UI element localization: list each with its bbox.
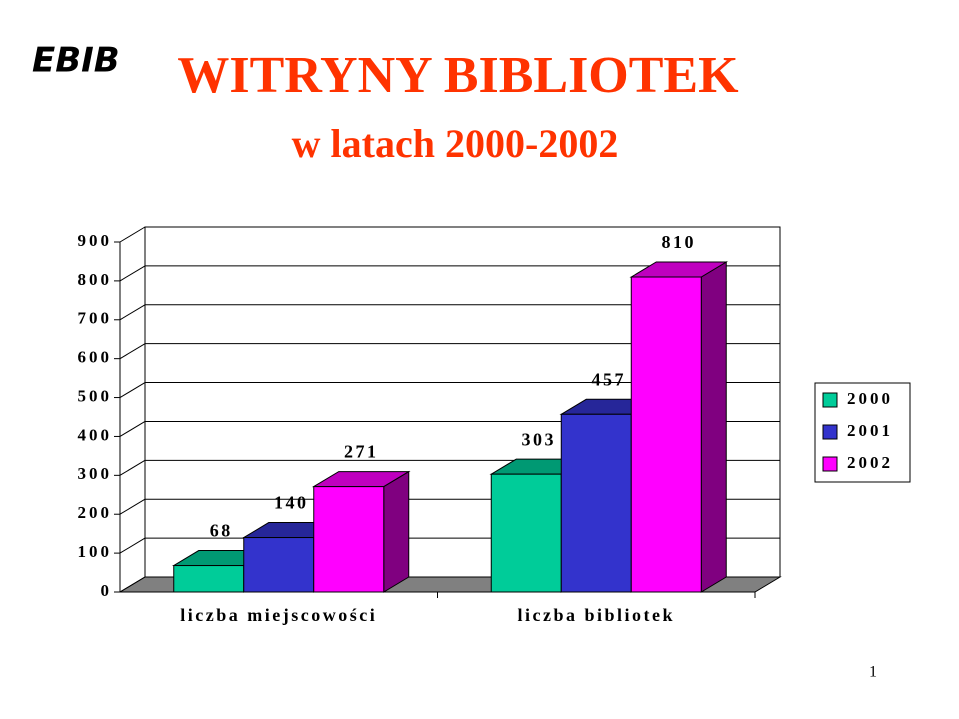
grid-line xyxy=(119,421,146,437)
y-tick-label: 500 xyxy=(78,386,113,405)
bar xyxy=(560,413,632,593)
x-tick-label: liczba miejscowości xyxy=(180,605,377,625)
y-tick-label: 800 xyxy=(78,270,113,289)
value-label: 68 xyxy=(210,521,233,541)
x-tick-label: liczba bibliotek xyxy=(517,605,675,625)
grid-line xyxy=(119,459,146,476)
value-label: 271 xyxy=(344,442,379,462)
bar xyxy=(630,276,702,593)
grid-line xyxy=(119,226,146,243)
y-tick-label: 100 xyxy=(78,542,113,561)
legend-label: 2000 xyxy=(847,389,893,408)
legend-swatch xyxy=(822,424,838,440)
y-tick-label: 300 xyxy=(78,464,113,483)
value-label: 457 xyxy=(592,369,627,389)
value-label: 140 xyxy=(274,493,309,513)
value-label: 303 xyxy=(522,429,557,449)
chart-title: WITRYNY BIBLIOTEK xyxy=(177,47,739,104)
bar-side xyxy=(700,261,727,593)
grid-line xyxy=(119,265,146,282)
grid-line xyxy=(119,576,146,593)
value-label: 810 xyxy=(662,232,697,252)
chart-subtitle: w latach 2000-2002 xyxy=(292,121,619,166)
y-tick-label: 200 xyxy=(78,503,113,522)
legend-swatch xyxy=(822,456,838,472)
y-tick-label: 0 xyxy=(101,581,113,600)
page-number: 1 xyxy=(869,664,877,681)
y-tick-label: 700 xyxy=(78,309,113,328)
grid-line xyxy=(119,343,146,360)
legend-swatch xyxy=(822,392,838,408)
y-tick-label: 400 xyxy=(78,425,113,444)
grid-line xyxy=(119,498,146,515)
grid-line xyxy=(119,537,146,554)
bar xyxy=(490,473,562,593)
bar xyxy=(173,565,245,593)
grid-line xyxy=(119,382,146,398)
bar-side xyxy=(383,470,410,593)
bar xyxy=(243,537,315,593)
bar xyxy=(313,486,385,593)
legend-label: 2002 xyxy=(847,453,893,472)
grid-line xyxy=(119,304,146,321)
logo: EBIB xyxy=(32,41,120,81)
y-tick-label: 900 xyxy=(78,231,113,250)
legend-label: 2001 xyxy=(847,421,893,440)
y-tick-label: 600 xyxy=(78,348,113,367)
